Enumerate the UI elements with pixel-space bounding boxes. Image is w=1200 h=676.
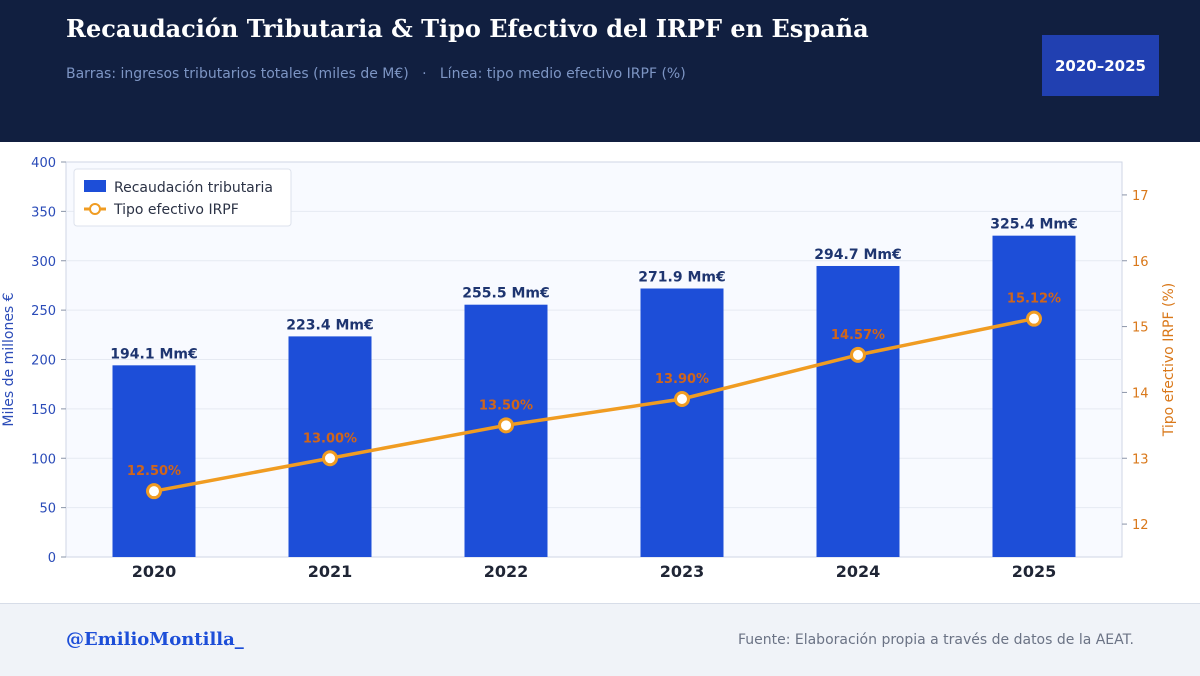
legend-bar-label: Recaudación tributaria [114,180,273,196]
left-axis-tick-label: 350 [31,205,56,220]
chart-subtitle: Barras: ingresos tributarios totales (mi… [66,66,686,82]
irpf-value-label: 13.00% [303,431,357,446]
left-axis-tick-label: 400 [31,156,56,171]
right-axis-title: Tipo efectivo IRPF (%) [1161,283,1177,437]
left-axis-tick-label: 50 [39,502,56,517]
x-axis-category-label: 2023 [660,562,705,581]
left-axis-tick-label: 0 [48,551,56,566]
x-axis-category-label: 2021 [308,562,353,581]
left-axis-tick-label: 150 [31,403,56,418]
right-axis-tick-label: 14 [1132,386,1149,401]
bar-value-label: 255.5 Mm€ [462,286,549,302]
period-badge: 2020–2025 [1042,35,1159,96]
author-handle: @EmilioMontilla_ [66,629,244,650]
irpf-value-label: 12.50% [127,464,181,479]
left-axis-tick-label: 250 [31,304,56,319]
irpf-point-2022 [498,417,514,434]
chart-area: 0 50 100 150 200 250 300 350 400 12 13 14 15 16 17 Mile… [0,142,1200,603]
left-axis-tick-label: 200 [31,354,56,369]
irpf-value-label: 13.90% [655,372,709,387]
header-banner: Recaudación Tributaria & Tipo Efectivo d… [0,0,1200,142]
bar-2024 [816,265,900,557]
bar-value-label: 271.9 Mm€ [638,269,725,285]
irpf-value-label: 14.57% [831,328,885,343]
bar-value-label: 325.4 Mm€ [990,217,1077,233]
irpf-point-2024 [850,346,866,363]
footer: @EmilioMontilla_ Fuente: Elaboración pro… [0,603,1200,676]
irpf-point-2025 [1026,310,1042,327]
right-axis-tick-label: 17 [1132,189,1149,204]
bar-2021 [288,336,372,557]
irpf-value-label: 13.50% [479,398,533,413]
irpf-point-2023 [674,391,690,407]
right-axis-tick-label: 15 [1132,321,1149,336]
legend-line-label: Tipo efectivo IRPF [113,202,239,218]
bar-value-label: 223.4 Mm€ [286,317,373,333]
irpf-point-2020 [146,483,162,500]
chart-title: Recaudación Tributaria & Tipo Efectivo d… [66,14,869,43]
legend-box [73,168,292,227]
right-axis-tick-label: 13 [1132,452,1149,467]
left-axis-title: Miles de millones € [1,292,17,426]
irpf-line [152,316,1036,493]
bar-value-label: 294.7 Mm€ [814,247,901,263]
bar-2020 [112,365,196,557]
x-axis-category-label: 2020 [132,562,177,581]
left-axis-tick-label: 100 [31,452,56,467]
legend-bar-swatch [84,180,106,192]
irpf-value-label: 15.12% [1007,292,1061,307]
x-axis-category-label: 2025 [1012,562,1057,581]
legend-line-marker [89,203,101,215]
left-axis-tick-label: 300 [31,255,56,270]
irpf-point-2021 [322,450,338,467]
source-note: Fuente: Elaboración propia a través de d… [737,632,1134,648]
combo-chart: 0 50 100 150 200 250 300 350 400 12 13 14 15 16 17 Mile… [1,156,1177,581]
x-axis-category-label: 2024 [836,562,881,581]
x-axis-category-label: 2022 [484,562,529,581]
bar-value-label: 194.1 Mm€ [110,346,197,362]
right-axis-tick-label: 12 [1132,518,1149,533]
right-axis-tick-label: 16 [1132,255,1149,270]
bar-2025 [992,235,1076,557]
bar-2023 [640,288,724,557]
